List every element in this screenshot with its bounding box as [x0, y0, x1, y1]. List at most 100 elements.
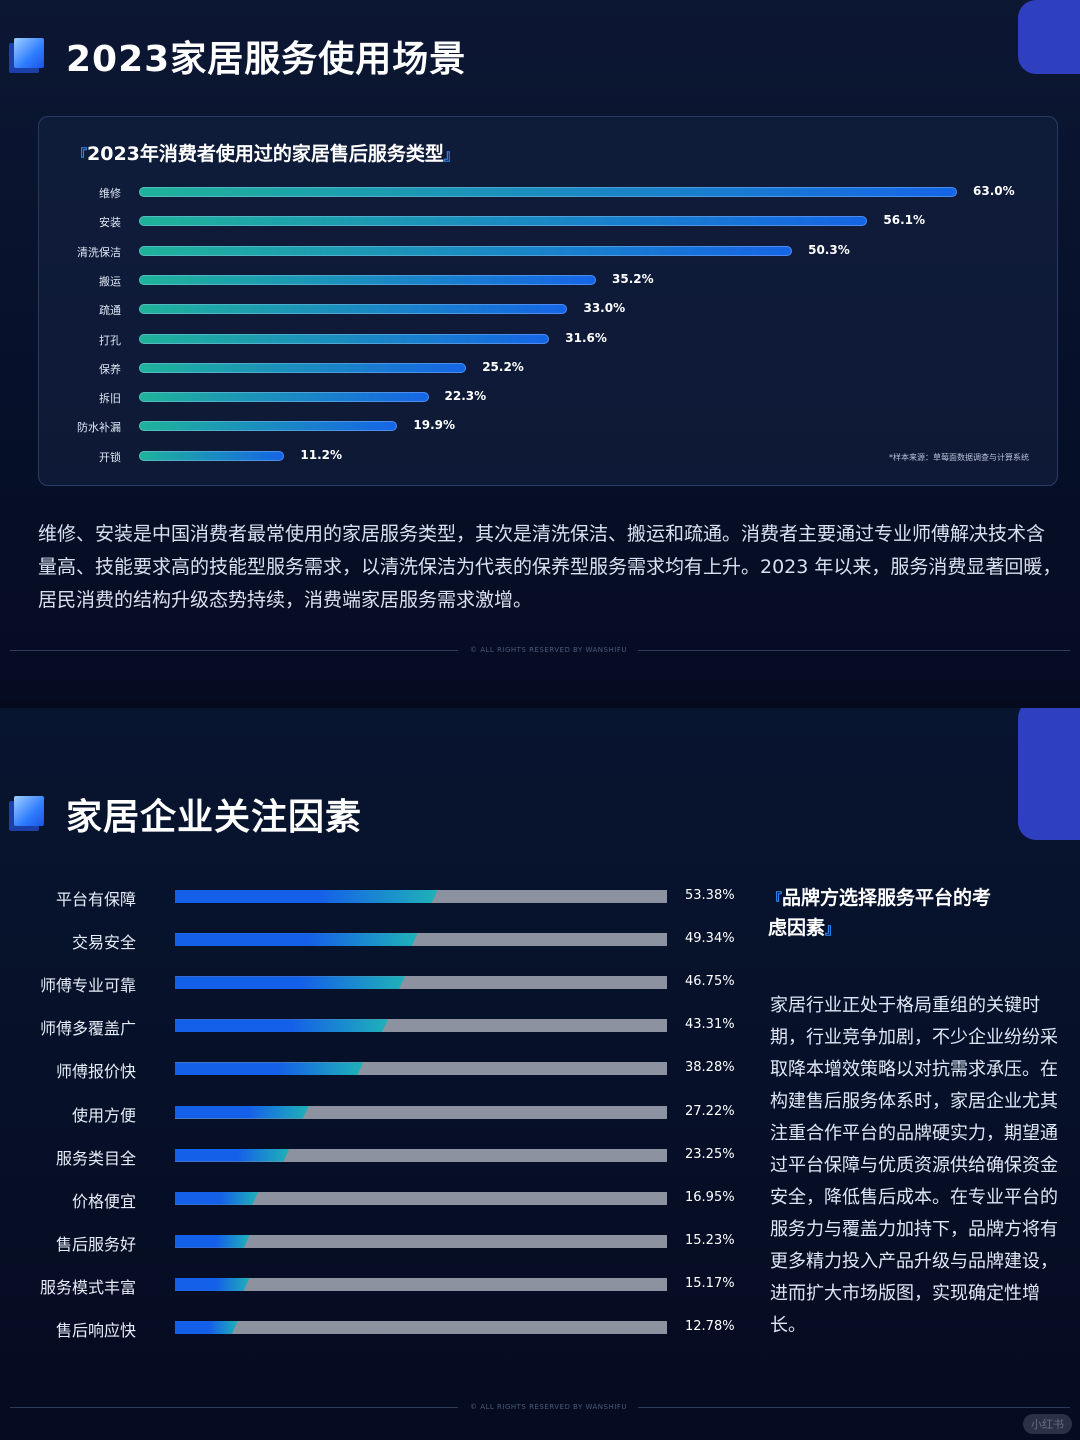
chart2-category-label: 师傅多覆盖广: [39, 1019, 136, 1039]
bracket-close: 』: [825, 922, 840, 938]
chart1-value-label: 19.9%: [413, 418, 456, 433]
side-title: 『品牌方选择服务平台的考虑因素』: [768, 884, 1008, 944]
corner-decoration: [1018, 0, 1080, 74]
section1-paragraph: 维修、安装是中国消费者最常使用的家居服务类型，其次是清洗保洁、搬运和疏通。消费者…: [38, 523, 1062, 611]
chart2-bar-track: [175, 1191, 667, 1205]
chart1-value-label: 63.0%: [973, 184, 1015, 198]
footer-divider-left: [10, 1407, 458, 1408]
chart1-title-text: 2023年消费者使用过的家居售后服务类型: [87, 143, 444, 165]
side-paragraph: 家居行业正处于格局重组的关键时期，行业竞争加剧，不少企业纷纷采取降本增效策略以对…: [770, 995, 1058, 1336]
chart2-bar-track: [175, 1062, 667, 1076]
chart2-value-label: 27.22%: [685, 1103, 735, 1119]
chart2-category-label: 价格便宜: [71, 1191, 136, 1211]
footer-divider-right: [638, 650, 1070, 651]
chart1-bar: [139, 187, 957, 197]
chart2-value-label: 15.23%: [685, 1232, 735, 1248]
bracket-open: 『: [768, 892, 782, 908]
chart2-bar-track: [175, 1234, 667, 1248]
chart2-category-label: 使用方便: [71, 1105, 136, 1125]
chart2-bar-fill: [175, 1149, 289, 1162]
chart2-bar-fill: [175, 1019, 388, 1032]
footer-copyright: © ALL RIGHTS RESERVED BY WANSHIFU: [470, 646, 627, 654]
chart2-bar-fill: [175, 976, 405, 989]
chart2-bar-track: [175, 1277, 667, 1291]
footer-divider-right: [638, 1407, 1070, 1408]
chart1-value-label: 31.6%: [565, 330, 607, 345]
chart2-bar-track: [175, 1019, 667, 1033]
chart2-bar-fill: [175, 890, 438, 903]
chart1-category-label: 打孔: [99, 333, 121, 347]
chart1-value-label: 35.2%: [612, 271, 654, 286]
chart2-value-label: 46.75%: [685, 974, 735, 990]
chart2-category-label: 售后响应快: [55, 1321, 136, 1340]
chart1-value-label: 22.3%: [444, 389, 487, 404]
chart1-bar: [139, 392, 429, 403]
chart1-category-label: 搬运: [99, 274, 121, 288]
chart2-category-label: 售后服务好: [55, 1234, 136, 1254]
chart2-category-label: 师傅专业可靠: [39, 976, 136, 996]
chart2-value-label: 53.38%: [685, 888, 735, 903]
chart2-bar-track: [175, 1148, 667, 1162]
chart2-category-label: 师傅报价快: [55, 1062, 136, 1082]
chart2-value-label: 38.28%: [685, 1060, 735, 1076]
chart2-bar-track: [175, 1105, 667, 1119]
chart1-panel: 『2023年消费者使用过的家居售后服务类型』 维修 63.0% 安装 56.1% 清洗保…: [38, 116, 1058, 486]
chart2-category-label: 交易安全: [71, 933, 136, 953]
chart2-bar-fill: [175, 1192, 258, 1205]
chart1-bar: [139, 450, 285, 461]
chart1-category-label: 防水补漏: [77, 421, 121, 435]
chart1-category-label: 开锁: [99, 450, 121, 464]
chart1-bar: [139, 333, 550, 344]
chart1-bar: [139, 421, 398, 432]
chart2-value-label: 15.17%: [685, 1275, 735, 1291]
section2-title: 家居企业关注因素: [66, 797, 363, 838]
chart2-bar-fill: [175, 1235, 250, 1248]
section-usage-scenarios: 2023家居服务使用场景 『2023年消费者使用过的家居售后服务类型』 维修 63…: [0, 0, 1080, 700]
chart2-bar-fill: [175, 1106, 309, 1119]
chart1-value-label: 11.2%: [300, 447, 343, 462]
chart2-bar-fill: [175, 933, 418, 946]
chart2-category-label: 服务模式丰富: [39, 1277, 136, 1297]
chart2-value-label: 23.25%: [685, 1146, 735, 1162]
chart2-bar-fill: [175, 1278, 250, 1291]
corner-decoration: [1018, 708, 1080, 840]
chart1-bar: [139, 216, 868, 227]
chart1-bar: [139, 245, 793, 256]
section1-title: 2023家居服务使用场景: [66, 39, 467, 80]
chart2-bar-fill: [175, 1062, 363, 1075]
side-title-text: 品牌方选择服务平台的考虑因素: [768, 887, 992, 939]
chart2-bar-track: [175, 1321, 667, 1334]
watermark: 小红书: [1023, 1414, 1072, 1434]
chart2-bar-track: [175, 976, 667, 990]
chart2-bar-track: [175, 890, 667, 903]
chart1-category-label: 疏通: [99, 304, 121, 318]
title-square-icon: [14, 38, 44, 68]
section-gap: [0, 700, 1080, 708]
chart1-category-label: 拆旧: [99, 392, 121, 406]
chart2-bar-track: [175, 933, 667, 947]
chart1-source: *样本来源：草莓面数据调查与计算系统: [889, 453, 1029, 462]
chart2-bar-fill: [175, 1321, 238, 1334]
chart1-bar: [139, 274, 597, 285]
chart1-title: 『2023年消费者使用过的家居售后服务类型』: [73, 139, 458, 166]
chart1-category-label: 清洗保洁: [77, 245, 121, 259]
chart1-bar: [139, 304, 568, 315]
chart2-category-label: 服务类目全: [55, 1148, 136, 1168]
chart2-value-label: 16.95%: [685, 1189, 735, 1205]
chart1-value-label: 33.0%: [583, 301, 626, 316]
chart2-category-label: 平台有保障: [55, 890, 136, 909]
chart2-value-label: 12.78%: [685, 1319, 735, 1334]
chart1-value-label: 50.3%: [808, 242, 850, 257]
chart1-category-label: 维修: [99, 187, 121, 200]
chart1-bar: [139, 362, 467, 373]
footer-copyright: © ALL RIGHTS RESERVED BY WANSHIFU: [470, 1403, 627, 1411]
footer-divider-left: [10, 650, 458, 651]
chart2-value-label: 49.34%: [685, 931, 735, 947]
chart1-category-label: 保养: [99, 362, 121, 376]
title-square-icon: [14, 796, 44, 826]
chart2-value-label: 43.31%: [685, 1017, 735, 1033]
bracket-open: 『: [73, 148, 87, 164]
chart1-value-label: 25.2%: [482, 359, 524, 374]
bracket-close: 』: [443, 148, 458, 164]
chart1-category-label: 安装: [99, 216, 121, 230]
